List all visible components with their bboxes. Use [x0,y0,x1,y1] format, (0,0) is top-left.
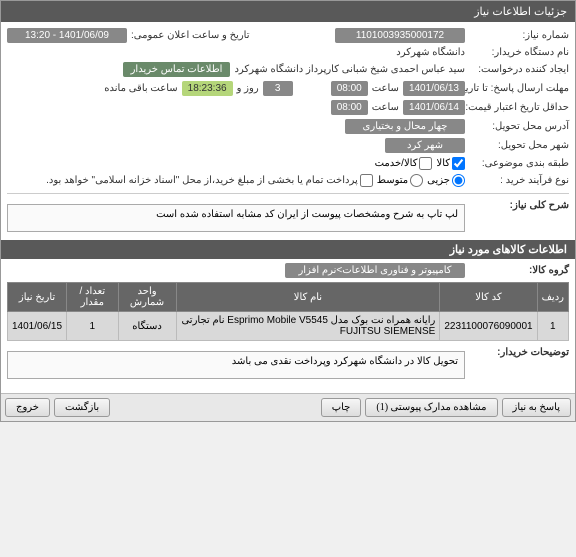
days-value: 3 [263,81,293,96]
delivery-addr-value: چهار محال و بختیاری [345,119,465,134]
cell-row: 1 [537,312,568,341]
row-group: گروه کالا: کامپیوتر و فناوری اطلاعات>نرم… [7,263,569,278]
req-no-value: 1101003935000172 [335,28,465,43]
desc-text: لپ تاپ به شرح ومشخصات پیوست از ایران کد … [7,204,465,232]
announce-label: تاریخ و ساعت اعلان عمومی: [131,30,250,41]
pt-mid-radio[interactable]: متوسط [377,174,423,187]
row-req-no: شماره نیاز: 1101003935000172 تاریخ و ساع… [7,28,569,43]
desc-label: شرح کلی نیاز: [469,200,569,211]
table-row[interactable]: 1 2231100076090001 رایانه همراه نت بوک م… [8,312,569,341]
group-value: کامپیوتر و فناوری اطلاعات>نرم افزار [285,263,465,278]
price-time: 08:00 [331,100,368,115]
remain-value: 18:23:36 [182,81,233,96]
class-service-check[interactable]: کالا/خدمت [375,157,433,170]
need-details-panel: جزئیات اطلاعات نیاز شماره نیاز: 11010039… [0,0,576,422]
row-price-valid: حداقل تاریخ اعتبار قیمت: تا تاریخ: 1401/… [7,100,569,115]
delivery-city-value: شهر کرد [385,138,465,153]
row-classification: طبقه بندی موضوعی: کالا کالا/خدمت [7,157,569,170]
cell-name: رایانه همراه نت بوک مدل Esprimo Mobile V… [176,312,440,341]
resp-date: 1401/06/13 [403,81,465,96]
day-lbl: روز و [237,83,259,94]
col-name: نام کالا [176,283,440,312]
attachments-button[interactable]: مشاهده مدارک پیوستی (1) [365,398,497,417]
announce-value: 1401/06/09 - 13:20 [7,28,127,43]
cell-code: 2231100076090001 [440,312,537,341]
price-time-lbl: ساعت [372,102,399,113]
panel-title: جزئیات اطلاعات نیاز [1,1,575,22]
row-requester: ایجاد کننده درخواست: سید عباس احمدی شیخ … [7,62,569,77]
class-label: طبقه بندی موضوعی: [469,158,569,169]
purchase-note-check[interactable]: پرداخت تمام یا بخشی از مبلغ خرید،از محل … [46,174,373,187]
exit-button[interactable]: خروج [5,398,50,417]
items-section-header: اطلاعات کالاهای مورد نیاز [1,240,575,259]
requester-label: ایجاد کننده درخواست: [469,64,569,75]
cell-date: 1401/06/15 [8,312,67,341]
col-code: کد کالا [440,283,537,312]
table-header-row: ردیف کد کالا نام کالا واحد شمارش تعداد /… [8,283,569,312]
print-button[interactable]: چاپ [321,398,362,417]
class-goods-check[interactable]: کالا [436,157,465,170]
row-buyer-notes: توضیحات خریدار: تحویل کالا در دانشگاه شه… [7,347,569,383]
col-date: تاریخ نیاز [8,283,67,312]
buyer-notes-label: توضیحات خریدار: [469,347,569,358]
purchase-type-label: نوع فرآیند خرید : [469,175,569,186]
col-unit: واحد شمارش [118,283,176,312]
row-buyer-org: نام دستگاه خریدار: دانشگاه شهرکرد [7,47,569,58]
price-date: 1401/06/14 [403,100,465,115]
cell-unit: دستگاه [118,312,176,341]
buyer-notes-text: تحویل کالا در دانشگاه شهرکرد وپرداخت نقد… [7,351,465,379]
pt-small-radio[interactable]: جزیی [427,174,465,187]
group-label: گروه کالا: [469,265,569,276]
col-row: ردیف [537,283,568,312]
delivery-addr-label: آدرس محل تحویل: [469,121,569,132]
resp-deadline-label: مهلت ارسال پاسخ: تا تاریخ: [469,83,569,94]
cell-qty: 1 [67,312,118,341]
back-button[interactable]: بازگشت [54,398,110,417]
requester-value: سید عباس احمدی شیخ شبانی کارپرداز دانشگا… [234,64,465,75]
resp-time: 08:00 [331,81,368,96]
footer-bar: پاسخ به نیاز مشاهده مدارک پیوستی (1) چاپ… [1,393,575,421]
price-valid-label: حداقل تاریخ اعتبار قیمت: تا تاریخ: [469,102,569,113]
items-table: ردیف کد کالا نام کالا واحد شمارش تعداد /… [7,282,569,341]
row-delivery-addr: آدرس محل تحویل: چهار محال و بختیاری [7,119,569,134]
buyer-org-value: دانشگاه شهرکرد [396,47,465,58]
reply-button[interactable]: پاسخ به نیاز [502,398,572,417]
buyer-org-label: نام دستگاه خریدار: [469,47,569,58]
buyer-contact-button[interactable]: اطلاعات تماس خریدار [123,62,231,77]
resp-time-lbl: ساعت [372,83,399,94]
row-delivery-city: شهر محل تحویل: شهر کرد [7,138,569,153]
row-purchase-type: نوع فرآیند خرید : جزیی متوسط پرداخت تمام… [7,174,569,187]
delivery-city-label: شهر محل تحویل: [469,140,569,151]
row-desc: شرح کلی نیاز: لپ تاپ به شرح ومشخصات پیوس… [7,200,569,236]
form-area: شماره نیاز: 1101003935000172 تاریخ و ساع… [1,22,575,393]
req-no-label: شماره نیاز: [469,30,569,41]
col-qty: تعداد / مقدار [67,283,118,312]
row-response-deadline: مهلت ارسال پاسخ: تا تاریخ: 1401/06/13 سا… [7,81,569,96]
remain-lbl: ساعت باقی مانده [104,83,177,94]
